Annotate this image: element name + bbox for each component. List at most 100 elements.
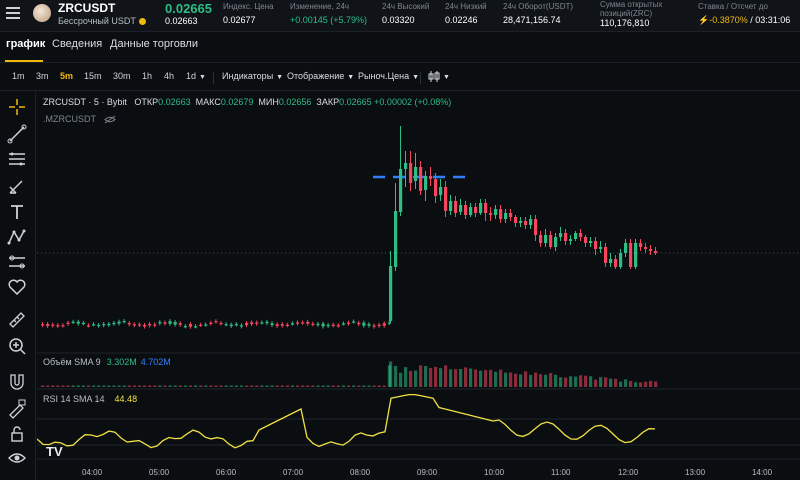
candle-body (281, 324, 284, 326)
chart-type-dropdown[interactable]: ▼ (428, 71, 450, 82)
volume-bar (61, 386, 64, 388)
candle-body (584, 237, 587, 243)
zoom-icon[interactable] (6, 335, 28, 357)
volume-bar (102, 386, 105, 388)
candle-body (107, 324, 110, 325)
candle-body (332, 325, 335, 326)
stat-high-24h: 24ч Высокий 0.03320 (382, 2, 429, 25)
volume-bar (414, 371, 417, 387)
volume-legend: Объём SMA 9 3.302M 4.702M (43, 357, 171, 367)
candle-body (97, 325, 100, 326)
candle-body (504, 213, 507, 219)
heart-icon[interactable] (6, 276, 28, 298)
volume-bar (357, 386, 360, 388)
volume-bar (158, 386, 161, 388)
volume-bar (245, 386, 248, 388)
magnet-icon[interactable] (6, 371, 28, 393)
eye-icon[interactable] (6, 447, 28, 469)
volume-bar (199, 386, 202, 388)
volume-bar (153, 386, 156, 388)
timeframe-30m[interactable]: 30m (113, 71, 131, 81)
hide-series-icon[interactable] (104, 115, 116, 124)
forecast-icon[interactable] (6, 251, 28, 273)
brush-icon[interactable] (6, 175, 28, 197)
candle-body (362, 323, 365, 326)
time-axis-label: 05:00 (149, 468, 169, 477)
volume-bar (514, 374, 517, 387)
volume-bar (281, 386, 284, 388)
volume-bar (301, 386, 304, 388)
volume-bar (504, 373, 507, 387)
candle-body (357, 323, 360, 324)
volume-bar (454, 369, 457, 387)
candle-body (148, 324, 151, 325)
pair-name[interactable]: ZRCUSDT (58, 1, 115, 15)
timeframe-1m[interactable]: 1m (12, 71, 25, 81)
candle-body (424, 176, 427, 190)
price-chart[interactable] (37, 91, 800, 480)
pattern-icon[interactable] (6, 226, 28, 248)
fib-icon[interactable] (6, 148, 28, 170)
candle-body (46, 324, 49, 326)
tab-info[interactable]: Сведения (52, 38, 102, 50)
trend-line-icon[interactable] (6, 123, 28, 145)
volume-bar (184, 386, 187, 388)
price-type-dropdown[interactable]: Рыноч.Цена ▼ (358, 71, 419, 81)
display-dropdown[interactable]: Отображение ▼ (287, 71, 354, 81)
crosshair-icon[interactable] (6, 96, 28, 118)
timeframe-1h[interactable]: 1h (142, 71, 152, 81)
volume-bar (367, 386, 370, 388)
volume-bar (276, 386, 279, 388)
volume-bar (614, 379, 617, 387)
volume-bar (554, 375, 557, 387)
chart-canvas[interactable]: ZRCUSDT · 5 · Bybit ОТКР0.02663 МАКС0.02… (37, 91, 800, 480)
volume-bar (449, 369, 452, 387)
volume-bar (189, 386, 192, 388)
volume-bar (337, 386, 340, 388)
candle-body (209, 323, 212, 324)
volume-bar (474, 370, 477, 387)
volume-bar (46, 386, 49, 388)
timeframe-3m[interactable]: 3m (36, 71, 49, 81)
volume-bar (271, 386, 274, 388)
volume-bar (107, 386, 110, 388)
info-icon[interactable] (139, 18, 146, 25)
volume-bar (250, 386, 253, 388)
volume-bar (306, 386, 309, 388)
candle-body (169, 321, 172, 324)
tab-trading-data[interactable]: Данные торговли (110, 38, 198, 50)
lock-drawings-icon[interactable] (6, 397, 28, 419)
stat-turnover-24h: 24ч Оборот(USDT) 28,471,156.74 (503, 2, 573, 25)
timeframe-4h[interactable]: 4h (164, 71, 174, 81)
candle-body (394, 211, 397, 267)
candle-body (342, 323, 345, 324)
drawing-toolbar (0, 91, 36, 480)
contract-type: Бессрочный USDT (58, 16, 146, 26)
volume-bar (639, 382, 642, 387)
timeframe-5m[interactable]: 5m (60, 71, 73, 81)
text-icon[interactable] (6, 201, 28, 223)
candle-body (484, 203, 487, 213)
volume-bar (214, 386, 217, 388)
volume-bar (399, 373, 402, 387)
chart-toolbar: 1m 3m 5m 15m 30m 1h 4h 1d ▼ Индикаторы ▼ О… (0, 70, 800, 86)
candle-body (118, 322, 121, 324)
volume-bar (56, 386, 59, 388)
volume-bar (87, 386, 90, 388)
volume-bar (644, 382, 647, 387)
timeframe-1d[interactable]: 1d ▼ (186, 71, 206, 81)
tab-chart[interactable]: график (6, 38, 45, 50)
candle-body (286, 325, 289, 326)
volume-bar (82, 386, 85, 388)
candle-body (544, 235, 547, 243)
lock-icon[interactable] (6, 423, 28, 445)
candle-body (255, 323, 258, 324)
volume-bar (584, 376, 587, 387)
candle-body (72, 322, 75, 323)
volume-bar (67, 386, 70, 388)
indicators-dropdown[interactable]: Индикаторы ▼ (222, 71, 283, 81)
menu-icon[interactable] (6, 7, 20, 21)
timeframe-15m[interactable]: 15m (84, 71, 102, 81)
volume-bar (92, 386, 95, 388)
ruler-icon[interactable] (6, 309, 28, 331)
